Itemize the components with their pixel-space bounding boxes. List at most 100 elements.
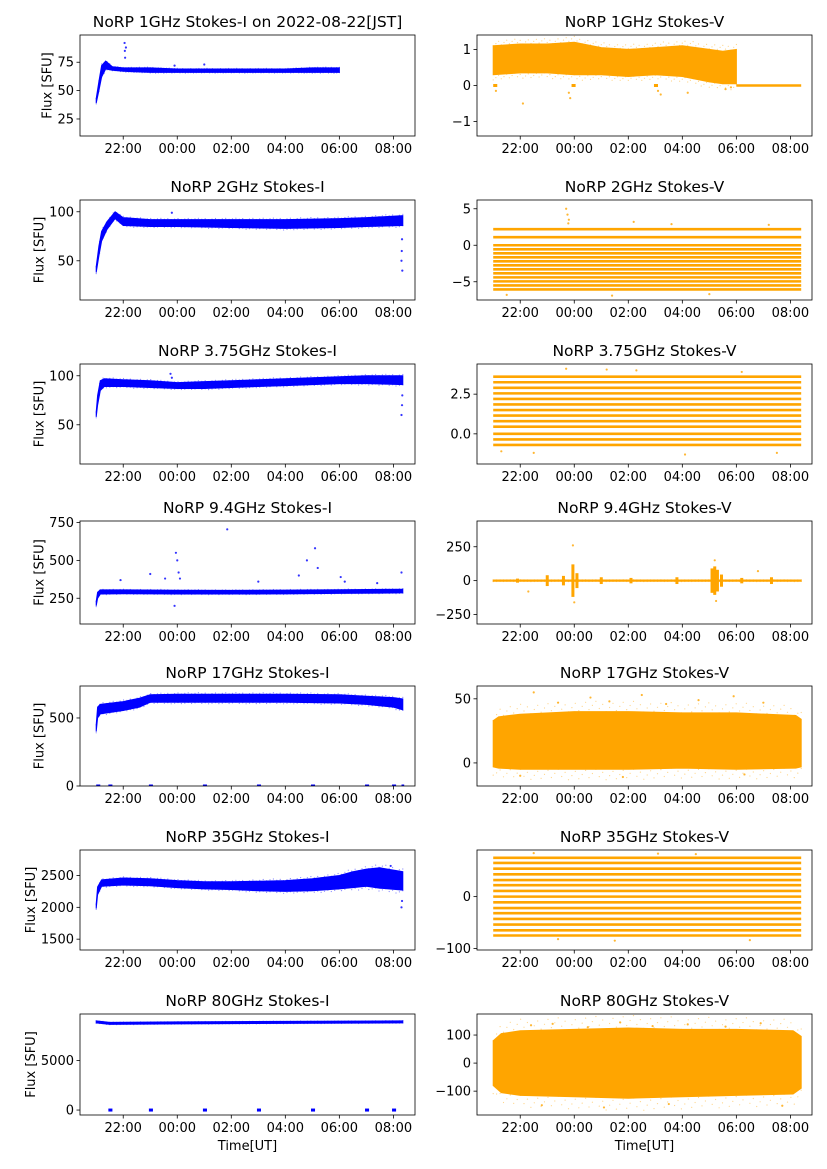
data-point: [546, 41, 548, 44]
data-point: [306, 376, 308, 378]
data-point: [167, 593, 169, 595]
data-point: [735, 579, 737, 581]
data-point: [721, 1024, 724, 1026]
x-tick-label: 06:00: [718, 630, 755, 645]
data-point: [574, 1098, 576, 1100]
data-point: [289, 593, 291, 595]
data-point: [252, 593, 254, 595]
data-point: [117, 70, 119, 72]
data-point: [786, 579, 789, 581]
data-point: [300, 1020, 302, 1022]
y-axis-label: Flux [SFU]: [41, 52, 56, 119]
data-point: [208, 1021, 210, 1023]
data-point: [102, 237, 104, 239]
data-point: [109, 69, 111, 71]
data-point: [319, 67, 321, 69]
data-point: [402, 696, 404, 699]
data-point: [783, 580, 785, 582]
data-point: [319, 72, 321, 74]
data-point: [231, 218, 234, 220]
data-point: [245, 228, 247, 230]
data-point: [168, 71, 170, 74]
data-point: [271, 72, 273, 74]
data-point: [133, 379, 135, 381]
y-tick-label: 1: [463, 43, 471, 58]
data-point: [279, 385, 281, 387]
data-point: [557, 74, 559, 76]
chart-title: NoRP 1GHz Stokes-V: [565, 13, 725, 31]
x-tick-label: 00:00: [159, 630, 196, 645]
data-point: [266, 218, 268, 220]
data-point: [567, 222, 570, 225]
data-point: [317, 702, 319, 704]
data-point: [591, 772, 594, 775]
data-point: [109, 878, 111, 880]
data-point: [136, 226, 138, 228]
data-point: [694, 772, 696, 774]
data-point: [526, 1021, 529, 1024]
data-point: [320, 589, 322, 591]
data-point: [718, 1107, 720, 1109]
data-point: [257, 580, 260, 583]
data-point: [592, 42, 594, 45]
data-point: [136, 877, 138, 879]
data-point: [543, 579, 546, 581]
data-point: [303, 593, 305, 595]
data-point: [375, 1022, 377, 1024]
data-point: [533, 1102, 535, 1104]
data-point: [204, 388, 206, 390]
data-point: [119, 593, 121, 595]
data-point: [218, 1021, 220, 1023]
x-tick-label: 04:00: [664, 470, 701, 485]
data-point: [266, 891, 268, 894]
data-point: [585, 701, 587, 703]
data-point: [368, 705, 370, 707]
data-point: [116, 877, 118, 880]
x-tick-label: 08:00: [375, 142, 412, 157]
data-point: [537, 704, 539, 706]
data-point: [238, 68, 240, 70]
data-point: [296, 702, 298, 704]
y-tick-label: 2.5: [450, 388, 471, 403]
plot-area: [492, 1015, 802, 1111]
data-point: [129, 378, 131, 380]
data-point: [310, 227, 312, 229]
data-point: [269, 702, 271, 704]
data-point: [670, 579, 672, 581]
data-point: [708, 293, 711, 296]
data-point: [177, 887, 179, 889]
y-tick-label: 2500: [41, 869, 74, 884]
data-point: [122, 876, 125, 878]
data-point: [530, 42, 532, 45]
data-point: [714, 44, 716, 46]
data-point: [296, 377, 298, 379]
data-point: [221, 589, 223, 591]
data-point: [231, 593, 234, 595]
data-point: [228, 379, 230, 382]
data-point: [95, 600, 97, 602]
data-point: [255, 693, 257, 695]
data-point: [579, 75, 581, 77]
data-point: [547, 703, 549, 705]
data-point: [252, 386, 254, 388]
data-point: [499, 580, 501, 583]
y-axis-label: Flux [SFU]: [24, 867, 39, 934]
data-point: [732, 773, 734, 775]
data-point: [276, 593, 278, 596]
data-point: [221, 218, 223, 220]
data-point: [759, 1024, 761, 1026]
data-point: [163, 388, 165, 390]
axes-frame: [476, 1013, 813, 1116]
data-point: [530, 581, 532, 583]
data-point: [252, 879, 254, 881]
data-point: [400, 249, 403, 253]
data-point: [102, 885, 104, 888]
data-point: [660, 580, 662, 582]
data-point: [245, 219, 247, 221]
data-point: [745, 768, 748, 770]
data-point: [358, 704, 360, 707]
data-point: [170, 376, 173, 379]
data-point: [619, 579, 621, 581]
